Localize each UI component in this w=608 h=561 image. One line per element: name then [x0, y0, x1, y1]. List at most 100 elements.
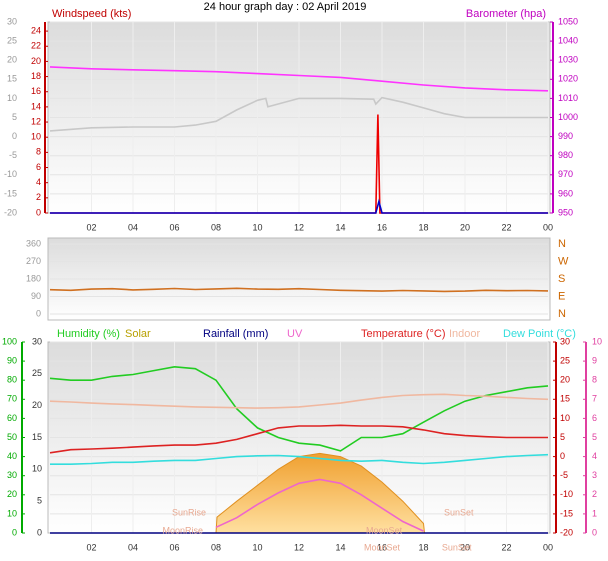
y-tick-label: 8 — [36, 147, 41, 157]
y-tick-label: -15 — [560, 508, 573, 518]
y-tick-label: 10 — [31, 132, 41, 142]
y-tick-label: 20 — [7, 55, 17, 65]
y-tick-label: 0 — [36, 308, 41, 318]
x-tick-label: 04 — [128, 222, 138, 232]
y-tick-label: 6 — [36, 162, 41, 172]
y-tick-label: W — [558, 255, 569, 267]
y-tick-label: 16 — [31, 86, 41, 96]
x-tick-label: 12 — [294, 542, 304, 552]
y-tick-label: 990 — [558, 131, 573, 141]
x-tick-label: 02 — [86, 542, 96, 552]
x-tick-label: 18 — [418, 222, 428, 232]
y-tick-label: E — [558, 290, 565, 302]
y-tick-label: 100 — [2, 336, 17, 346]
y-tick-label: 0 — [12, 527, 17, 537]
y-tick-label: 1000 — [558, 112, 578, 122]
y-tick-label: 0 — [12, 131, 17, 141]
legend-entry: Humidity (%) — [57, 328, 120, 340]
chart-title: 24 hour graph day : 02 April 2019 — [204, 1, 367, 13]
x-tick-label: 06 — [169, 542, 179, 552]
line — [49, 287, 549, 293]
y-tick-label: 5 — [560, 432, 565, 442]
y-tick-label: 4 — [592, 451, 597, 461]
y-tick-label: 180 — [26, 273, 41, 283]
y-tick-label: 15 — [32, 432, 42, 442]
y-tick-label: 20 — [560, 375, 570, 385]
y-tick-label: 22 — [31, 41, 41, 51]
legend-entry: Solar — [125, 328, 151, 340]
x-tick-label: 18 — [418, 542, 428, 552]
line — [49, 96, 548, 132]
x-tick-label: 10 — [252, 222, 262, 232]
y-tick-label: 9 — [592, 355, 597, 365]
y-tick-label: 360 — [26, 238, 41, 248]
y-tick-label: -20 — [560, 527, 573, 537]
y-tick-label: -10 — [560, 489, 573, 499]
y-tick-label: 1020 — [558, 74, 578, 84]
y-tick-label: 10 — [32, 464, 42, 474]
x-tick-label: 06 — [169, 222, 179, 232]
y-tick-label: 0 — [592, 527, 597, 537]
y-tick-label: 25 — [560, 355, 570, 365]
annotation: SunRise — [172, 507, 206, 517]
y-tick-label: 70 — [7, 394, 17, 404]
y-tick-label: 7 — [592, 394, 597, 404]
line — [49, 393, 549, 409]
y-tick-label: 30 — [560, 336, 570, 346]
y-tick-label: 0 — [37, 527, 42, 537]
y-tick-label: 950 — [558, 207, 573, 217]
y-tick-label: 30 — [32, 336, 42, 346]
x-tick-label: 10 — [252, 542, 262, 552]
axis-label: Barometer (hpa) — [466, 8, 546, 20]
y-tick-label: 8 — [592, 375, 597, 385]
y-tick-label: 25 — [7, 35, 17, 45]
y-tick-label: 30 — [7, 16, 17, 26]
line — [215, 478, 424, 532]
y-tick-label: 14 — [31, 101, 41, 111]
x-tick-label: 04 — [128, 542, 138, 552]
x-tick-label: 20 — [460, 222, 470, 232]
y-tick-label: 10 — [7, 93, 17, 103]
x-tick-label: 00 — [543, 542, 553, 552]
legend-entry: Rainfall (mm) — [203, 328, 268, 340]
y-tick-label: 5 — [37, 496, 42, 506]
y-tick-label: 30 — [7, 470, 17, 480]
x-tick-label: 22 — [501, 542, 511, 552]
y-tick-label: -5 — [560, 470, 568, 480]
y-tick-label: 80 — [7, 375, 17, 385]
y-tick-label: -20 — [4, 207, 17, 217]
y-tick-label: 5 — [12, 112, 17, 122]
annotation: SunSet — [444, 507, 474, 517]
x-tick-label: 14 — [335, 222, 345, 232]
x-tick-label: 08 — [211, 542, 221, 552]
x-tick-label: 00 — [543, 222, 553, 232]
legend-entry: Dew Point (°C) — [503, 328, 576, 340]
y-tick-label: 5 — [592, 432, 597, 442]
y-tick-label: 960 — [558, 188, 573, 198]
y-tick-label: 60 — [7, 413, 17, 423]
x-tick-label: 02 — [86, 222, 96, 232]
line — [49, 424, 548, 454]
y-tick-label: 4 — [36, 177, 41, 187]
y-tick-label: N — [558, 238, 566, 250]
y-tick-label: 1050 — [558, 16, 578, 26]
y-tick-label: 10 — [7, 508, 17, 518]
x-tick-label: 08 — [211, 222, 221, 232]
x-tick-label: 16 — [377, 222, 387, 232]
y-tick-label: 970 — [558, 169, 573, 179]
y-tick-label: 20 — [32, 400, 42, 410]
annotation: MoonSet — [364, 542, 401, 552]
x-tick-label: 22 — [501, 222, 511, 232]
y-tick-label: 18 — [31, 71, 41, 81]
y-tick-label: 6 — [592, 413, 597, 423]
axis-label: Windspeed (kts) — [52, 8, 131, 20]
y-tick-label: -10 — [4, 169, 17, 179]
y-tick-label: 0 — [560, 451, 565, 461]
y-tick-label: 25 — [32, 368, 42, 378]
x-tick-label: 12 — [294, 222, 304, 232]
y-tick-label: 12 — [31, 116, 41, 126]
y-tick-label: 3 — [592, 470, 597, 480]
y-tick-label: 15 — [560, 394, 570, 404]
x-tick-label: 14 — [335, 542, 345, 552]
